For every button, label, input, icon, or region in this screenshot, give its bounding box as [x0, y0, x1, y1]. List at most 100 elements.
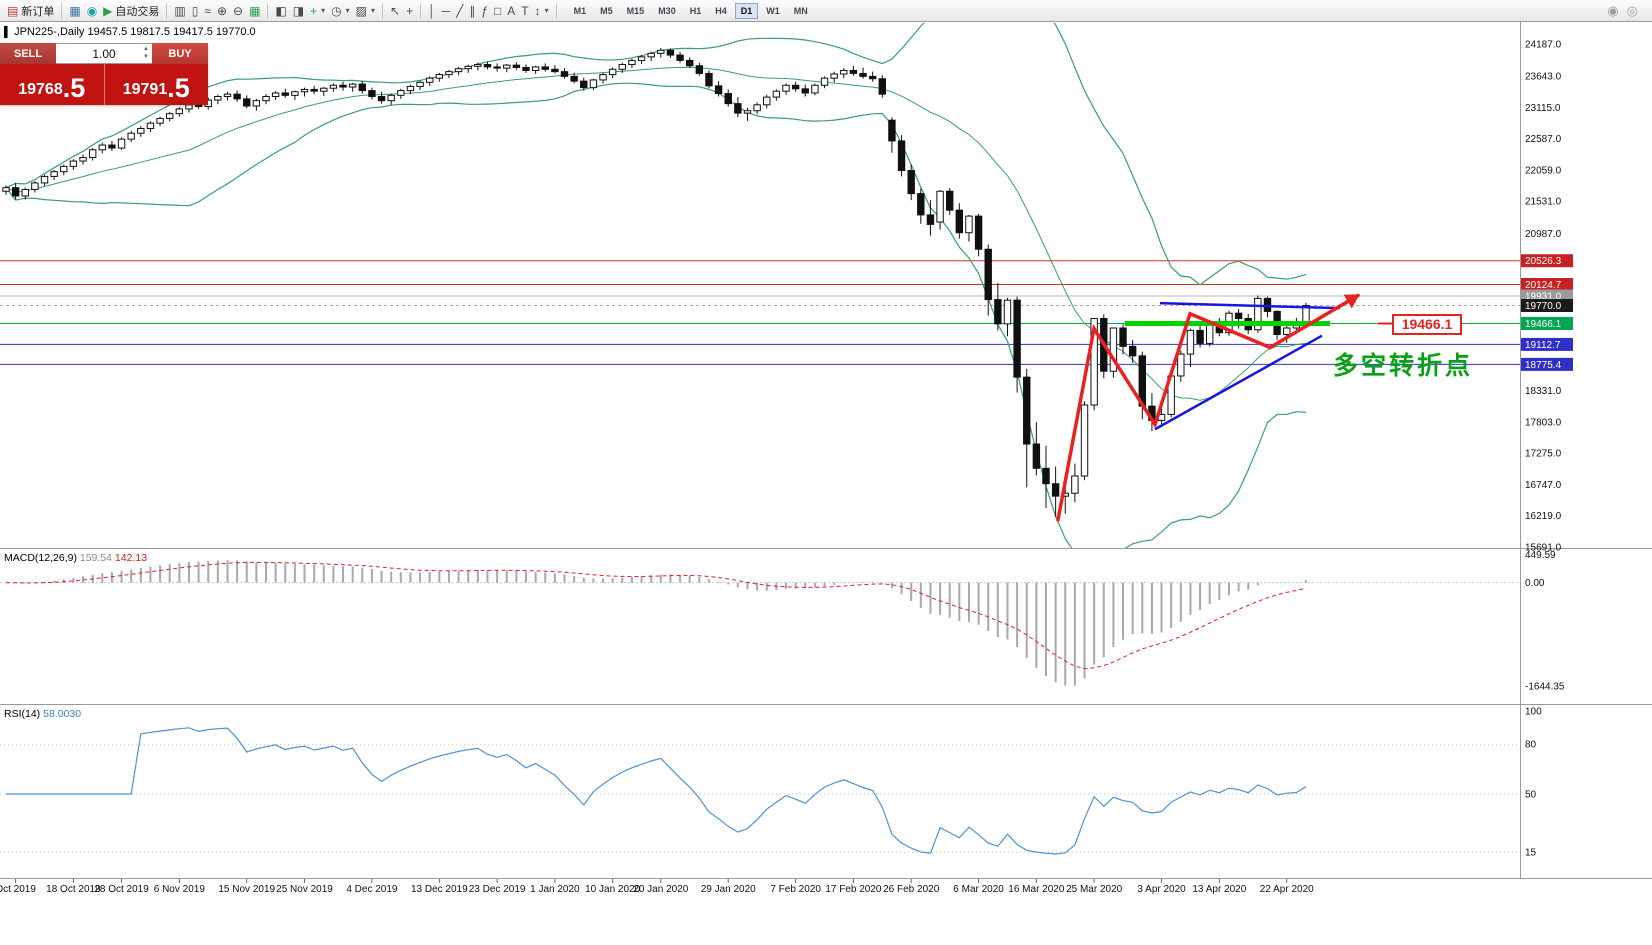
template-icon: ▨: [355, 3, 367, 18]
stepper-down-icon[interactable]: ▼: [143, 54, 149, 60]
community-button[interactable]: ◉: [84, 1, 100, 21]
auto-trading-button[interactable]: ▶ 自动交易: [100, 1, 162, 21]
volume-input[interactable]: 1.00 ▲ ▼: [56, 43, 152, 64]
text-tool-button[interactable]: A: [504, 1, 518, 21]
svg-text:29 Jan 2020: 29 Jan 2020: [701, 884, 756, 895]
macd-value: 159.54: [79, 552, 112, 564]
stepper-up-icon[interactable]: ▲: [143, 46, 149, 52]
svg-text:19112.7: 19112.7: [1525, 340, 1561, 351]
buy-price[interactable]: 19791.5: [105, 64, 209, 105]
vertical-line-button[interactable]: │: [425, 1, 439, 21]
tile-windows-button[interactable]: ▦: [246, 1, 263, 21]
charts-window-button[interactable]: ▦: [66, 1, 83, 21]
svg-text:21531.0: 21531.0: [1525, 197, 1562, 208]
charts-window-icon: ▦: [69, 3, 81, 18]
trendline-button[interactable]: ╱: [453, 1, 466, 21]
zoom-out-icon: ⊖: [233, 3, 244, 18]
macd-signal-value: 142.13: [114, 552, 148, 564]
timeframe-m30[interactable]: M30: [658, 5, 676, 16]
sell-button[interactable]: SELL: [0, 43, 56, 64]
price-scale-axis[interactable]: [1521, 22, 1652, 878]
horizontal-line-button[interactable]: ─: [439, 1, 454, 21]
timeframe-m15[interactable]: M15: [626, 5, 645, 16]
svg-text:24187.0: 24187.0: [1525, 40, 1562, 51]
bar-chart-button[interactable]: ▥: [171, 1, 188, 21]
svg-text:17 Feb 2020: 17 Feb 2020: [825, 884, 882, 895]
crosshair-button[interactable]: +: [403, 1, 416, 21]
timeframe-m1[interactable]: M1: [573, 5, 587, 16]
auto-trading-icon: ▶: [103, 3, 113, 18]
svg-text:1 Jan 2020: 1 Jan 2020: [530, 884, 580, 895]
buy-button[interactable]: BUY: [152, 43, 208, 64]
line-chart-button[interactable]: ≈: [201, 1, 214, 21]
svg-text:20124.7: 20124.7: [1525, 280, 1562, 291]
arrange-charts-button-2[interactable]: ◨: [290, 1, 307, 21]
svg-text:80: 80: [1525, 740, 1537, 751]
toolbar-misc-icon-2[interactable]: ◎: [1626, 2, 1638, 18]
svg-text:50: 50: [1525, 790, 1537, 801]
sell-price-frac: .5: [62, 73, 86, 103]
label-tool-button[interactable]: T: [518, 1, 531, 21]
svg-text:13 Apr 2020: 13 Apr 2020: [1192, 884, 1246, 895]
volume-stepper[interactable]: ▲ ▼: [143, 45, 149, 61]
fibonacci-button[interactable]: ƒ: [478, 1, 491, 21]
chevron-down-icon: ▾: [544, 6, 549, 15]
line-chart-icon: ≈: [204, 3, 211, 18]
indicators-button[interactable]: + ▾: [307, 1, 328, 21]
new-order-button[interactable]: ▤ 新订单: [4, 1, 57, 21]
channel-button[interactable]: ∥: [466, 1, 478, 21]
svg-text:6 Nov 2019: 6 Nov 2019: [154, 884, 206, 895]
crosshair-icon: +: [406, 3, 414, 18]
time-scale-axis[interactable]: [0, 879, 1652, 899]
zoom-in-button[interactable]: ⊕: [214, 1, 230, 21]
svg-text:18775.4: 18775.4: [1525, 360, 1562, 371]
candle-chart-button[interactable]: ▯: [189, 1, 202, 21]
toolbar-separator: [267, 2, 269, 19]
sell-price[interactable]: 19768.5: [0, 64, 105, 105]
svg-text:15 Nov 2019: 15 Nov 2019: [218, 884, 275, 895]
price-callout-label[interactable]: 19466.1: [1392, 314, 1462, 335]
svg-text:Oct 2019: Oct 2019: [0, 884, 36, 895]
svg-text:-1644.35: -1644.35: [1525, 681, 1565, 692]
timeframe-h4[interactable]: H4: [715, 5, 727, 16]
shapes-button[interactable]: □: [491, 1, 504, 21]
svg-text:10 Jan 2020: 10 Jan 2020: [585, 884, 640, 895]
toolbar-misc-icon-1[interactable]: ◉: [1607, 2, 1619, 18]
toolbar-separator: [166, 2, 168, 19]
svg-text:13 Dec 2019: 13 Dec 2019: [411, 884, 468, 895]
arrows-tool-button[interactable]: ↕ ▾: [532, 1, 552, 21]
svg-text:3 Apr 2020: 3 Apr 2020: [1137, 884, 1186, 895]
timeframe-w1[interactable]: W1: [766, 5, 780, 16]
svg-text:7 Feb 2020: 7 Feb 2020: [770, 884, 821, 895]
candle-chart-icon: ▯: [191, 3, 199, 18]
periods-button[interactable]: ◷ ▾: [328, 1, 353, 21]
toolbar-separator: [555, 2, 557, 19]
timeframe-m5[interactable]: M5: [600, 5, 613, 16]
rsi-value: 58.0030: [43, 708, 82, 720]
cursor-icon: ↖: [390, 3, 401, 18]
macd-name: MACD(12,26,9): [4, 552, 77, 564]
timeframe-d1[interactable]: D1: [734, 2, 759, 19]
horizontal-line-icon: ─: [441, 3, 451, 18]
rsi-name: RSI(14): [4, 708, 41, 720]
new-order-label: 新订单: [21, 5, 55, 18]
timeframe-mn[interactable]: MN: [793, 5, 808, 16]
arrange-charts-button-1[interactable]: ◧: [272, 1, 289, 21]
timeframes-toolbar: M1 M5 M15 M30 H1 H4 D1 W1 MN: [567, 2, 815, 19]
svg-text:22 Apr 2020: 22 Apr 2020: [1260, 884, 1314, 895]
cursor-button[interactable]: ↖: [387, 1, 403, 21]
volume-value: 1.00: [92, 46, 116, 61]
zoom-out-button[interactable]: ⊖: [230, 1, 246, 21]
annotation-text: 多空转折点: [1333, 352, 1474, 380]
svg-text:15: 15: [1525, 848, 1537, 859]
trendline-icon: ╱: [456, 3, 464, 18]
timeframe-h1[interactable]: H1: [689, 5, 702, 16]
templates-button[interactable]: ▨ ▾: [353, 1, 378, 21]
one-click-trading-panel: SELL 1.00 ▲ ▼ BUY 19768.5 19791.5: [0, 43, 208, 105]
svg-text:449.59: 449.59: [1525, 550, 1556, 561]
svg-text:17803.0: 17803.0: [1525, 417, 1562, 428]
sell-price-main: 19768: [18, 81, 63, 98]
channel-icon: ∥: [469, 3, 476, 18]
svg-text:25 Mar 2020: 25 Mar 2020: [1066, 884, 1123, 895]
